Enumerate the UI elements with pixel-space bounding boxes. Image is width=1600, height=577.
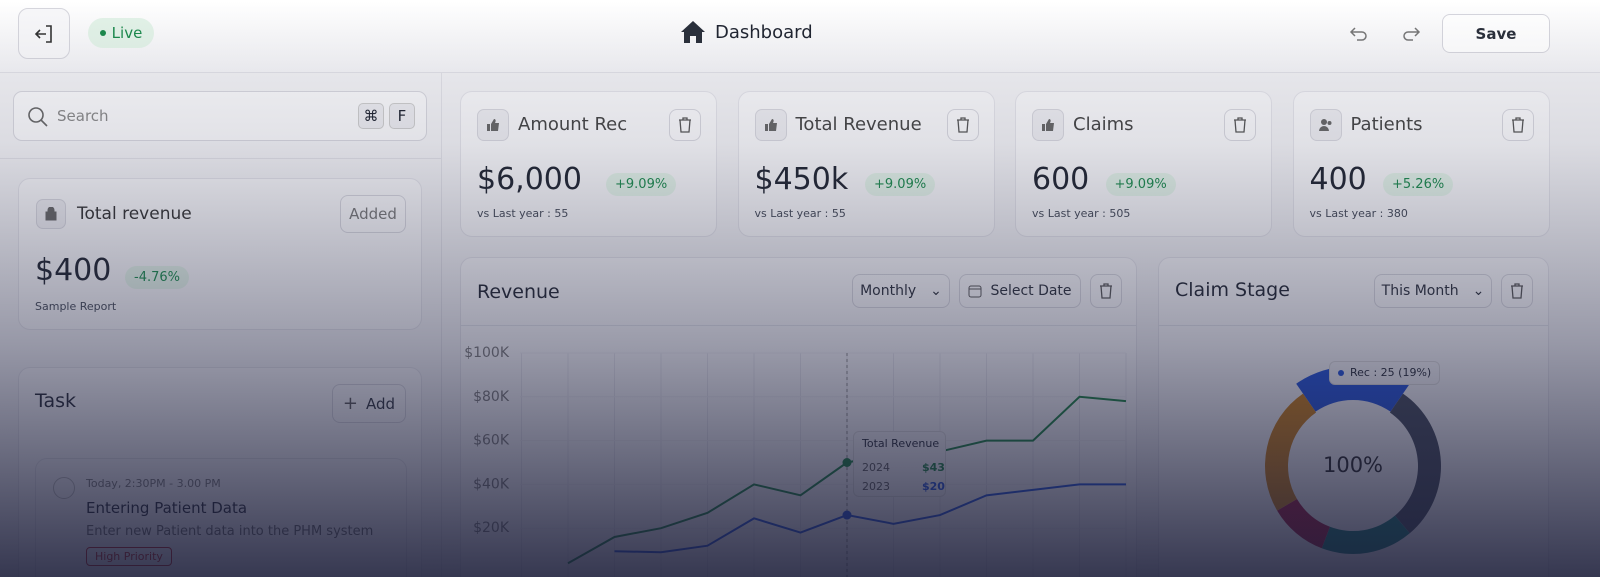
hover-point (842, 458, 852, 467)
hover-point (842, 510, 852, 520)
tooltip-value: $20 (922, 480, 945, 493)
tooltip-text: Rec : 25 (19%) (1350, 366, 1432, 379)
pie-slice (1265, 393, 1317, 511)
pie-slice (1389, 393, 1441, 534)
tooltip-dot (1338, 370, 1344, 376)
line-tooltip: Total Revenue 2024 $43 2023 $20 (853, 431, 946, 497)
y-tick-label: $40K (473, 476, 510, 492)
pie-slice (1277, 498, 1330, 549)
y-tick-label: $80K (473, 389, 510, 405)
tooltip-title: Total Revenue (862, 437, 940, 450)
pie-tooltip: Rec : 25 (19%) (1329, 361, 1441, 385)
y-tick-label: $100K (464, 345, 510, 361)
tooltip-series: 2023 (862, 480, 890, 493)
y-tick-label: $20K (473, 520, 510, 536)
tooltip-value: $43 (922, 461, 945, 474)
pie-slice (1321, 515, 1410, 554)
y-tick-label: $60K (473, 433, 510, 449)
center-label: 100% (1323, 453, 1383, 477)
tooltip-series: 2024 (862, 461, 890, 474)
